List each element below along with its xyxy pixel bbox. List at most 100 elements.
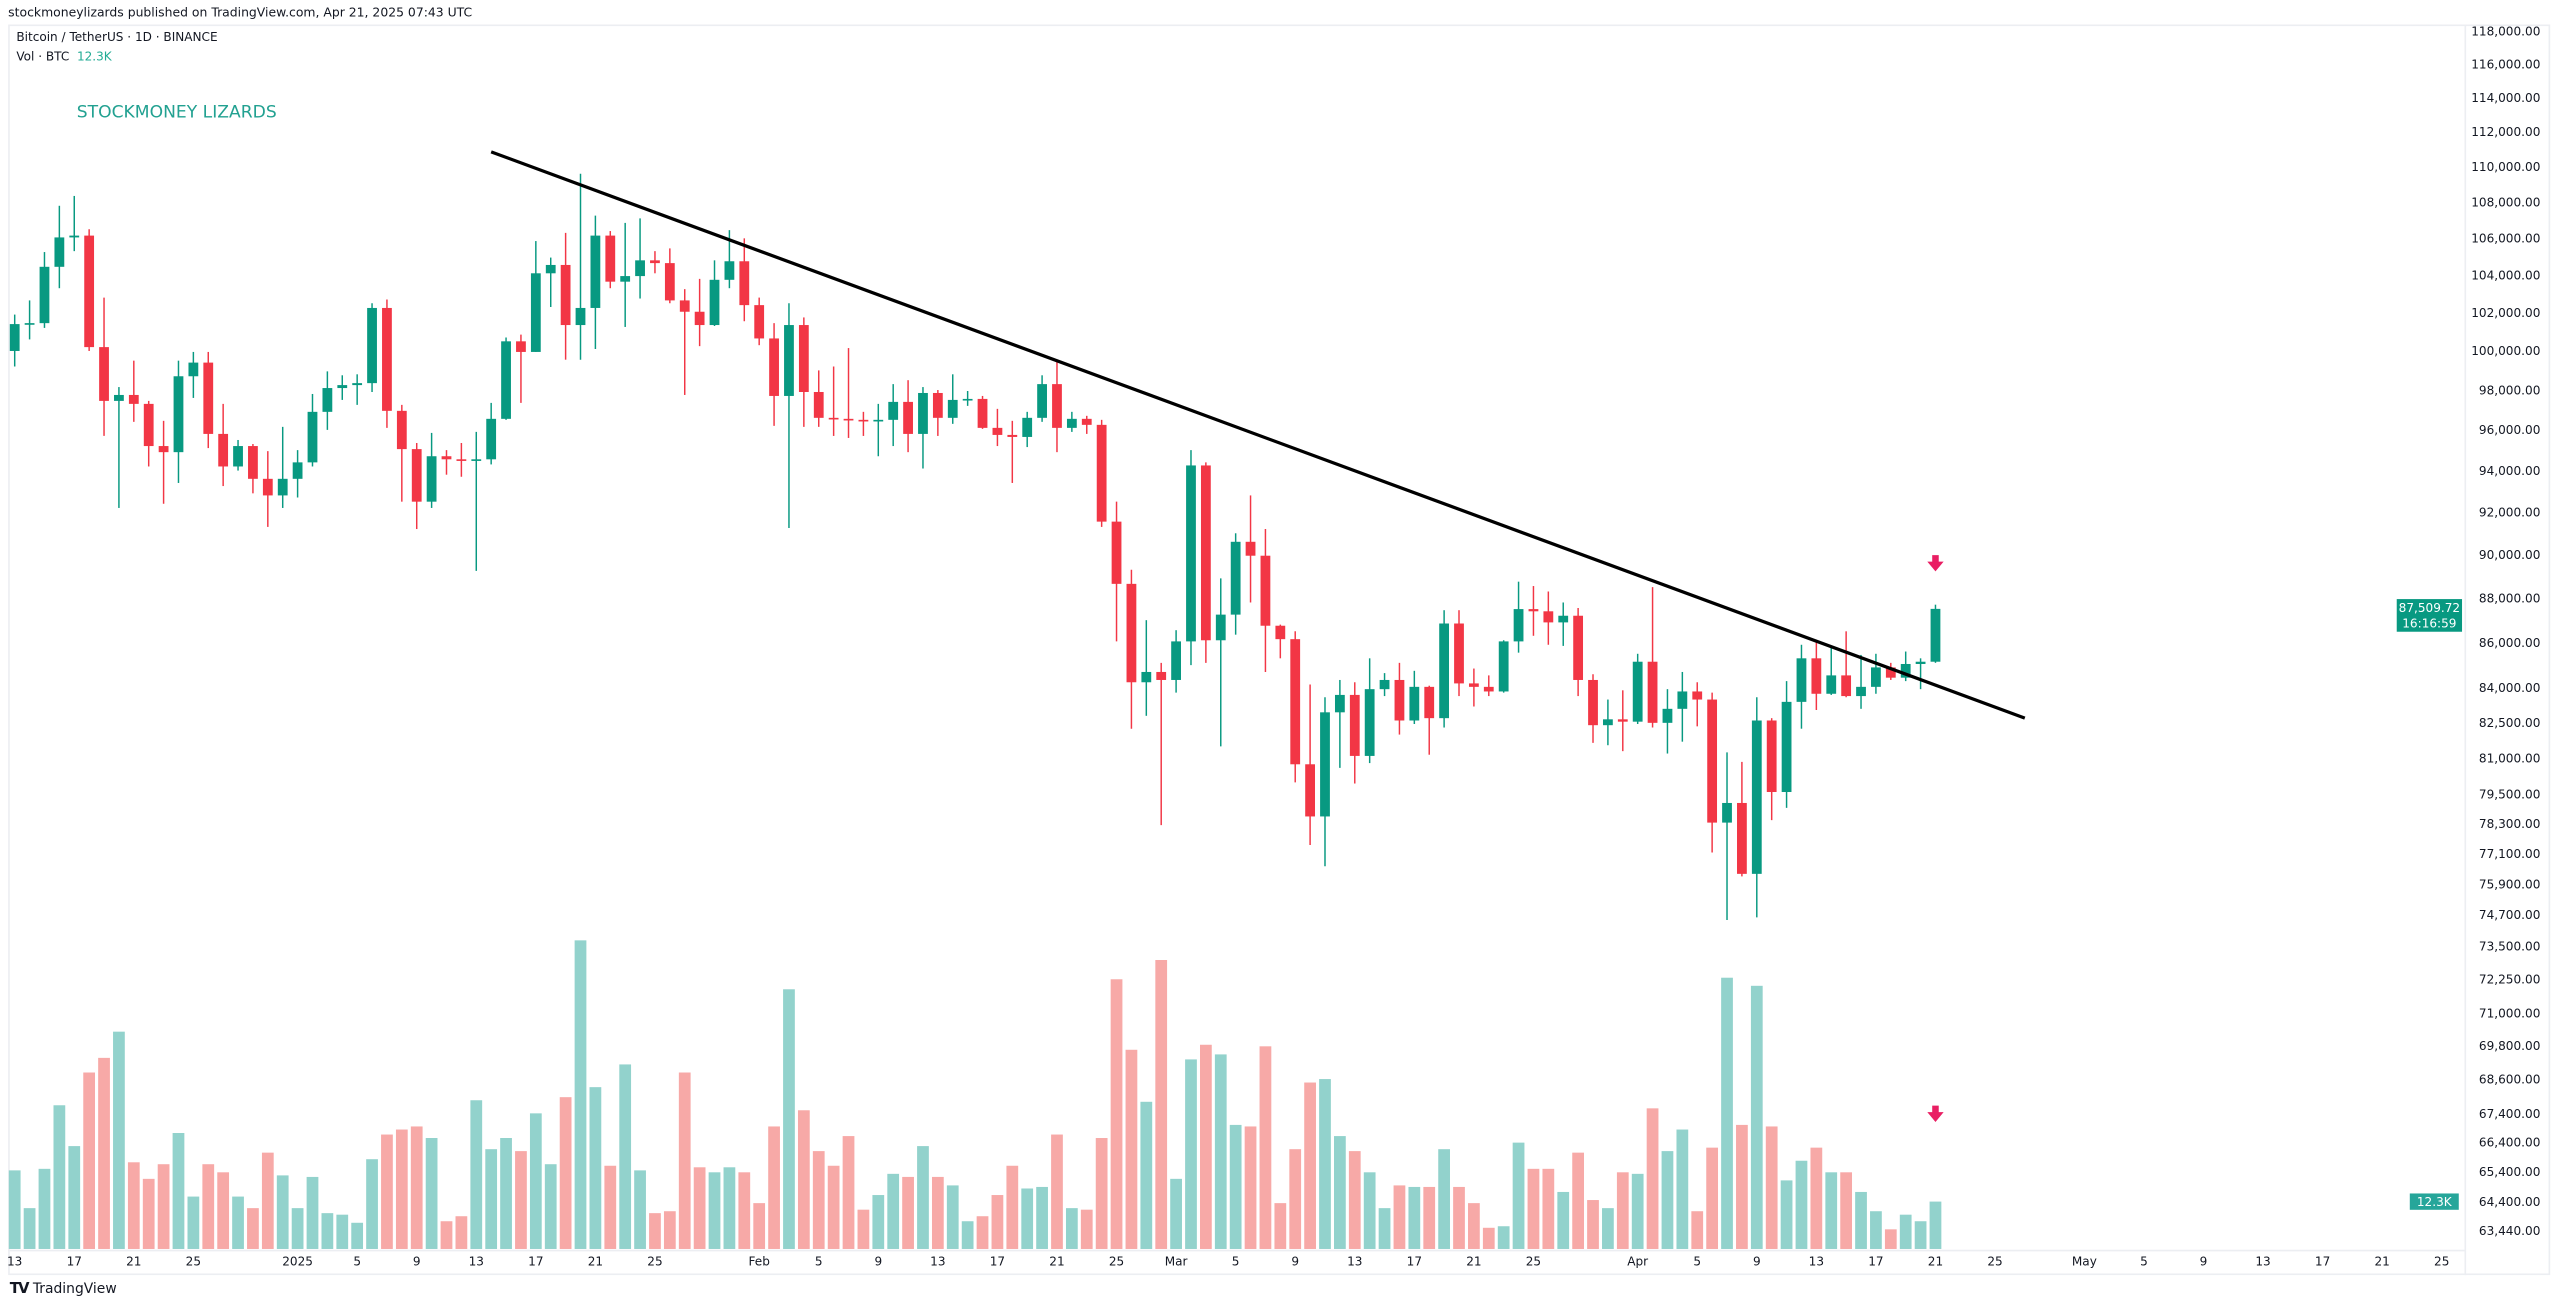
candle-body [1603, 719, 1613, 726]
price-tick-label: 98,000.00 [2479, 383, 2540, 397]
candle-body [441, 456, 452, 460]
candle [635, 218, 645, 299]
candle [620, 222, 631, 327]
candle-body [248, 446, 258, 479]
candle [1260, 529, 1271, 672]
candle-body [1647, 661, 1658, 723]
volume-bar [1884, 1229, 1897, 1249]
price-tick-label: 66,400.00 [2479, 1136, 2540, 1150]
volume-bar [1125, 1049, 1138, 1249]
volume-bar [1602, 1208, 1614, 1249]
time-tick-label: 5 [353, 1254, 361, 1268]
time-tick-label: 13 [469, 1254, 484, 1268]
candle-body [1141, 671, 1152, 683]
candle [1826, 647, 1837, 695]
candle-body [1066, 418, 1077, 428]
candle [947, 374, 958, 424]
candle-body [1692, 691, 1703, 700]
volume-bar [1348, 1151, 1361, 1249]
candle [1707, 692, 1718, 853]
time-tick-label: 25 [186, 1254, 201, 1268]
candle [233, 439, 243, 471]
candle-body [84, 235, 95, 348]
candle [1647, 587, 1658, 728]
candle [1409, 670, 1420, 725]
candle [426, 432, 437, 508]
candle [1751, 697, 1762, 918]
candle [858, 411, 869, 436]
candle [1900, 651, 1911, 682]
candle [575, 173, 586, 360]
candle [456, 443, 467, 477]
time-tick-label: 5 [1232, 1254, 1240, 1268]
candle-body [1826, 675, 1837, 694]
price-tick-label: 114,000.00 [2471, 91, 2540, 105]
candle-body [9, 324, 20, 351]
candle-body [277, 478, 288, 496]
volume-bar [470, 1100, 483, 1249]
candle-body [203, 362, 214, 434]
candle-body [1737, 802, 1747, 874]
candle [277, 426, 288, 508]
volume-bar [187, 1196, 200, 1249]
candle [99, 297, 109, 436]
candle [1126, 569, 1137, 729]
candle [1588, 674, 1598, 743]
volume-bar [1512, 1142, 1525, 1249]
price-tick-label: 63,440.00 [2479, 1224, 2540, 1238]
tradingview-footer[interactable]: TV TradingView [10, 1282, 117, 1298]
volume-bar [1765, 1126, 1778, 1249]
candle [322, 371, 333, 430]
candle-body [1454, 623, 1464, 684]
price-tick-label: 68,600.00 [2479, 1073, 2540, 1087]
candle-body [724, 261, 735, 280]
volume-bar [1706, 1147, 1719, 1249]
candle-body [664, 263, 675, 301]
time-tick-label: 17 [2315, 1254, 2330, 1268]
candle-body [24, 323, 35, 325]
volume-bar [812, 1151, 825, 1249]
candle [650, 251, 660, 274]
volume-legend[interactable]: Vol · BTC 12.3K [16, 47, 217, 66]
candle [411, 443, 422, 530]
candle [1096, 419, 1107, 527]
candle-body [873, 419, 884, 422]
volume-bar [1661, 1151, 1674, 1249]
candle [977, 395, 988, 429]
volume-bar [1095, 1138, 1108, 1249]
candle [1468, 668, 1479, 707]
volume-bar [351, 1222, 364, 1249]
volume-bar [1482, 1227, 1495, 1249]
candle [128, 360, 139, 422]
candle [292, 450, 303, 498]
volume-bar [1185, 1059, 1197, 1249]
time-tick-label: 9 [1291, 1254, 1299, 1268]
candle-body [173, 376, 184, 453]
candle-body [382, 307, 392, 411]
candle-body [233, 446, 243, 467]
candle-body [977, 398, 988, 428]
volume-bar [902, 1176, 914, 1249]
candle-body [1588, 679, 1598, 726]
candle [501, 337, 511, 420]
price-tick-label: 88,000.00 [2479, 591, 2540, 605]
candle [1215, 578, 1226, 747]
candle-body [739, 261, 750, 306]
symbol-legend[interactable]: Bitcoin / TetherUS · 1D · BINANCE [16, 29, 218, 45]
volume-bar [678, 1072, 691, 1249]
volume-bar [1750, 985, 1763, 1249]
candle-body [99, 347, 109, 401]
volume-bar [1289, 1149, 1302, 1249]
candle [1394, 662, 1405, 735]
candle [1722, 752, 1732, 921]
candle-body [1573, 615, 1584, 680]
volume-bar [1795, 1160, 1808, 1249]
candle [1424, 685, 1435, 755]
volume-bar [1780, 1180, 1793, 1249]
time-tick-label: 5 [1693, 1254, 1701, 1268]
candle [932, 390, 943, 436]
volume-bar [98, 1057, 110, 1249]
volume-bar [113, 1031, 125, 1249]
candle-body [1677, 691, 1688, 709]
